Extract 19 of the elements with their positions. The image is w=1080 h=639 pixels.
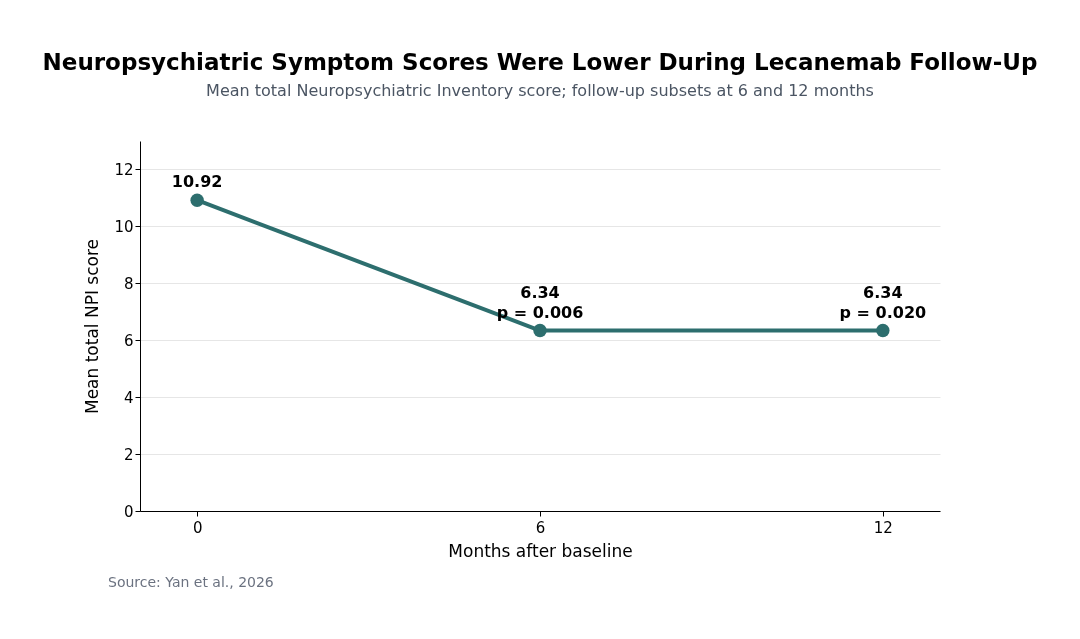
y-tick-label: 2: [123, 445, 134, 464]
y-tick-label: 6: [123, 331, 134, 350]
y-tick-label: 10: [114, 217, 134, 236]
source-note: Source: Yan et al., 2026: [108, 574, 274, 590]
data-label: 6.34: [863, 282, 903, 302]
chart-subtitle: Mean total Neuropsychiatric Inventory score; follow-up subsets at 6 and 12 months: [206, 81, 874, 100]
y-tick-label: 8: [123, 274, 134, 293]
x-tick-label: 0: [192, 518, 203, 537]
y-tick-label: 4: [123, 388, 134, 407]
y-tick-label: 12: [114, 160, 134, 179]
x-axis-title: Months after baseline: [448, 540, 633, 561]
y-tick-label: 0: [123, 502, 134, 521]
data-label: 10.92: [171, 172, 223, 192]
annotation: p = 0.020: [839, 302, 927, 322]
data-label: 6.34: [520, 282, 560, 302]
y-axis-title: Mean total NPI score: [82, 238, 103, 415]
x-tick-label: 6: [535, 518, 546, 537]
x-tick-label: 12: [873, 518, 893, 537]
chart-title: Neuropsychiatric Symptom Scores Were Lower During Lecanemab Follow-Up: [42, 49, 1038, 75]
